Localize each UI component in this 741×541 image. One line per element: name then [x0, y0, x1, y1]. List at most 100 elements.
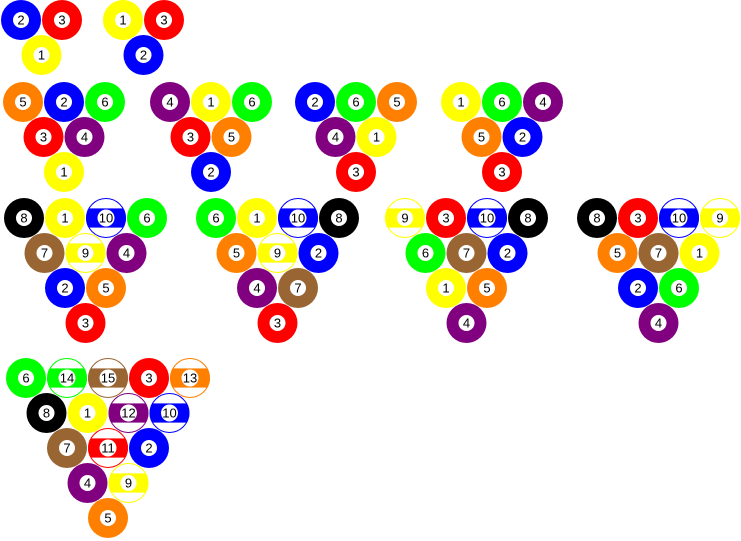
ball-number: 3	[145, 371, 152, 386]
ball-3: 3	[144, 0, 184, 40]
ball-number: 1	[696, 246, 703, 261]
ball-7: 7	[278, 268, 318, 308]
ball-2: 2	[298, 233, 339, 273]
ball-number: 5	[104, 511, 111, 526]
ball-number: 9	[274, 246, 281, 261]
ball-5: 5	[377, 82, 417, 122]
ball-number: 8	[593, 211, 600, 226]
ball-3: 3	[129, 358, 169, 398]
ball-number: 10	[291, 211, 305, 226]
ball-number: 3	[40, 130, 47, 145]
ball-number: 9	[716, 211, 723, 226]
ball-3: 3	[336, 152, 376, 192]
ball-2: 2	[487, 233, 528, 273]
ball-number: 2	[140, 48, 147, 63]
ball-number: 3	[160, 13, 167, 28]
ball-8: 8	[26, 393, 67, 433]
rack-6-d: 1 6 4 5 2 3	[441, 82, 563, 192]
ball-number: 4	[655, 316, 662, 331]
ball-number: 1	[373, 130, 380, 145]
ball-6: 6	[196, 198, 236, 238]
ball-number: 4	[253, 281, 260, 296]
ball-9: 9	[65, 233, 106, 273]
ball-number: 6	[422, 246, 429, 261]
ball-number: 1	[253, 211, 260, 226]
ball-3: 3	[65, 303, 106, 343]
ball-number: 6	[101, 95, 108, 110]
ball-8: 8	[577, 198, 617, 238]
ball-number: 4	[123, 246, 130, 261]
ball-6: 6	[6, 358, 46, 398]
ball-number: 11	[101, 441, 115, 456]
ball-number: 2	[17, 13, 24, 28]
ball-3: 3	[23, 117, 64, 157]
ball-6: 6	[232, 82, 272, 122]
ball-1: 1	[67, 393, 108, 433]
ball-4: 4	[446, 303, 487, 343]
ball-number: 6	[143, 211, 150, 226]
ball-number: 5	[478, 130, 485, 145]
ball-2: 2	[502, 117, 543, 157]
ball-13: 13	[170, 358, 210, 398]
ball-number: 3	[634, 211, 641, 226]
ball-number: 1	[119, 13, 126, 28]
ball-5: 5	[597, 233, 638, 273]
ball-14: 14	[47, 358, 87, 398]
ball-number: 5	[483, 281, 490, 296]
ball-number: 10	[162, 406, 176, 421]
ball-number: 3	[187, 130, 194, 145]
ball-3: 3	[482, 152, 522, 192]
ball-5: 5	[467, 268, 507, 308]
ball-number: 1	[61, 211, 68, 226]
ball-8: 8	[508, 198, 548, 238]
ball-number: 2	[315, 246, 322, 261]
ball-number: 10	[480, 211, 494, 226]
ball-number: 4	[84, 476, 91, 491]
ball-5: 5	[461, 117, 502, 157]
ball-4: 4	[638, 303, 679, 343]
ball-number: 5	[393, 95, 400, 110]
ball-number: 9	[401, 211, 408, 226]
ball-4: 4	[106, 233, 147, 273]
ball-number: 9	[82, 246, 89, 261]
ball-10: 10	[149, 393, 190, 433]
rack-10-b: 6 1 10 8 5 9 2 4 7 3	[196, 198, 359, 343]
ball-7: 7	[638, 233, 679, 273]
ball-3: 3	[618, 198, 658, 238]
ball-15: 15	[88, 358, 128, 398]
ball-number: 6	[352, 95, 359, 110]
ball-number: 6	[675, 281, 682, 296]
rack-10-a: 8 1 10 6 7 9 4 2 5 3	[4, 198, 167, 343]
ball-number: 2	[207, 165, 214, 180]
ball-number: 2	[634, 281, 641, 296]
ball-2: 2	[1, 0, 41, 40]
ball-number: 10	[672, 211, 686, 226]
ball-5: 5	[216, 233, 257, 273]
ball-number: 8	[524, 211, 531, 226]
ball-8: 8	[319, 198, 359, 238]
ball-7: 7	[47, 428, 87, 468]
ball-number: 15	[101, 371, 115, 386]
ball-1: 1	[103, 0, 143, 40]
rack-3-b: 1 3 2	[103, 0, 184, 75]
ball-number: 6	[212, 211, 219, 226]
ball-number: 1	[38, 48, 45, 63]
ball-3: 3	[170, 117, 211, 157]
ball-5: 5	[211, 117, 252, 157]
rack-6-a: 5 2 6 3 4 1	[3, 82, 125, 192]
ball-1: 1	[45, 198, 85, 238]
ball-1: 1	[21, 35, 62, 75]
ball-12: 12	[108, 393, 149, 433]
ball-2: 2	[191, 152, 231, 192]
ball-number: 3	[498, 165, 505, 180]
ball-number: 6	[248, 95, 255, 110]
ball-number: 6	[22, 371, 29, 386]
ball-4: 4	[64, 117, 105, 157]
ball-number: 12	[121, 406, 135, 421]
ball-number: 1	[84, 406, 91, 421]
ball-number: 4	[332, 130, 339, 145]
ball-10: 10	[278, 198, 318, 238]
ball-number: 6	[498, 95, 505, 110]
ball-number: 2	[61, 281, 68, 296]
ball-number: 1	[60, 165, 67, 180]
